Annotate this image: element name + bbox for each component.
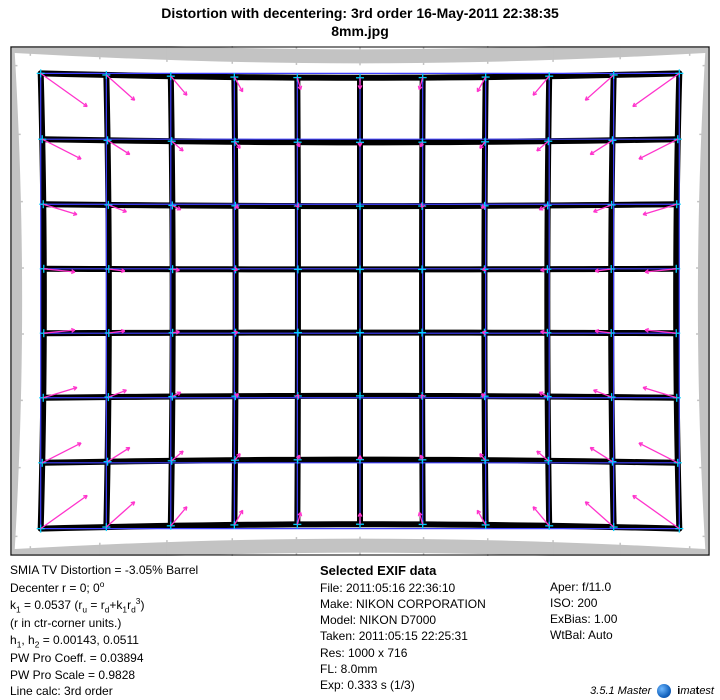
stat-k1: k1 = 0.0537 (ru = rd+k1rd3)	[10, 596, 320, 616]
stat-h1h2: h1, h2 = 0.00143, 0.0511	[10, 632, 320, 651]
exif-file: File: 2011:05:16 22:36:10	[320, 580, 550, 596]
stat-pwcoeff: PW Pro Coeff. = 0.03894	[10, 650, 320, 666]
logo-text: imatest	[677, 685, 714, 697]
footer: 3.5.1 Master imatest	[590, 684, 714, 698]
stat-smia: SMIA TV Distortion = -3.05% Barrel	[10, 562, 320, 578]
title-line-1: Distortion with decentering: 3rd order 1…	[0, 4, 720, 22]
exif-res: Res: 1000 x 716	[320, 645, 550, 661]
exif-heading: Selected EXIF data	[320, 562, 550, 580]
exif-exbias: ExBias: 1.00	[550, 611, 670, 627]
stat-units-note: (r in ctr-corner units.)	[10, 615, 320, 631]
exif-wtbal: WtBal: Auto	[550, 627, 670, 643]
info-panel: SMIA TV Distortion = -3.05% Barrel Decen…	[0, 556, 720, 699]
exif-iso: ISO: 200	[550, 595, 670, 611]
exif-column: Selected EXIF data File: 2011:05:16 22:3…	[320, 562, 550, 699]
exif-make: Make: NIKON CORPORATION	[320, 596, 550, 612]
distortion-stats: SMIA TV Distortion = -3.05% Barrel Decen…	[10, 562, 320, 699]
logo-icon	[657, 684, 671, 698]
stat-linecalc: Line calc: 3rd order	[10, 683, 320, 699]
chart-title: Distortion with decentering: 3rd order 1…	[0, 0, 720, 40]
exif-taken: Taken: 2011:05:15 22:25:31	[320, 628, 550, 644]
title-line-2: 8mm.jpg	[0, 22, 720, 40]
distortion-grid-svg	[10, 46, 710, 556]
exif-column-2: Aper: f/11.0 ISO: 200 ExBias: 1.00 WtBal…	[550, 562, 670, 699]
exif-aper: Aper: f/11.0	[550, 579, 670, 595]
exif-fl: FL: 8.0mm	[320, 661, 550, 677]
exif-exp: Exp: 0.333 s (1/3)	[320, 677, 550, 693]
distortion-chart	[10, 46, 710, 556]
version-label: 3.5.1 Master	[590, 685, 651, 697]
exif-model: Model: NIKON D7000	[320, 612, 550, 628]
stat-pwscale: PW Pro Scale = 0.9828	[10, 667, 320, 683]
stat-decenter: Decenter r = 0; 0o	[10, 579, 320, 596]
